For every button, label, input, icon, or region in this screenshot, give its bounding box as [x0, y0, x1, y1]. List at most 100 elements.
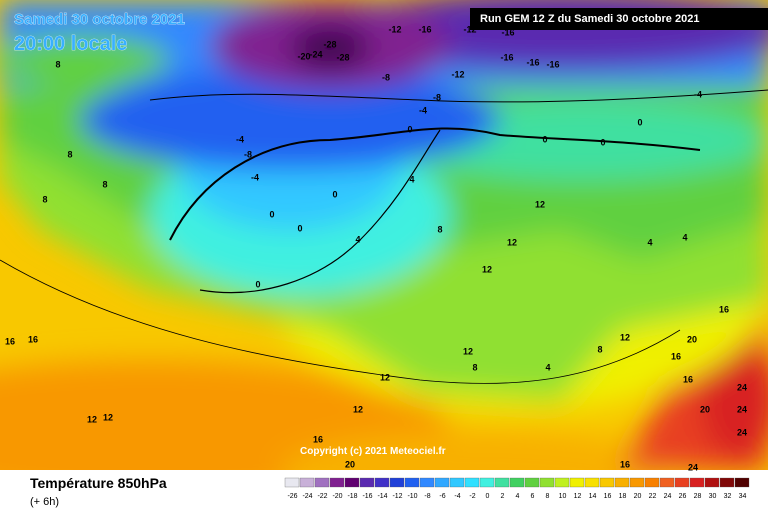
contour-label: 0 [332, 189, 337, 199]
contour-label: 0 [297, 223, 302, 233]
contour-label: 20 [700, 404, 710, 414]
colorbar-swatch [404, 477, 420, 488]
contour-label: 12 [87, 414, 97, 424]
contour-label: 4 [355, 234, 360, 244]
colorbar-swatch [389, 477, 405, 488]
colorbar-swatch [434, 477, 450, 488]
colorbar-swatch [584, 477, 600, 488]
colorbar-label: 2 [501, 493, 505, 500]
run-box [470, 8, 768, 30]
colorbar-label: 4 [516, 493, 520, 500]
lead: (+ 6h) [30, 496, 59, 508]
colorbar-swatch [719, 477, 735, 488]
contour-label: -4 [236, 134, 244, 144]
colorbar-label: 24 [664, 493, 672, 500]
colorbar-label: 18 [619, 493, 627, 500]
colorbar-swatch [449, 477, 465, 488]
contour-label: -8 [244, 149, 252, 159]
colorbar-label: 34 [739, 493, 747, 500]
contour-label: 4 [545, 362, 550, 372]
colorbar-label: -10 [407, 493, 417, 500]
colorbar-swatch [644, 477, 660, 488]
colorbar-label: -18 [347, 493, 357, 500]
contour-label: 16 [683, 374, 693, 384]
contour-label: -16 [546, 59, 559, 69]
contour-label: 4 [409, 174, 414, 184]
contour-label: 0 [542, 134, 547, 144]
colorbar-swatch [374, 477, 390, 488]
run: Run GEM 12 Z du Samedi 30 octobre 2021 [480, 13, 699, 25]
contour-label: 8 [102, 179, 107, 189]
colorbar-swatch [674, 477, 690, 488]
copyright: Copyright (c) 2021 Meteociel.fr [300, 446, 446, 457]
colorbar-label: 0 [486, 493, 490, 500]
contour-label: 16 [313, 434, 323, 444]
colorbar-label: -20 [332, 493, 342, 500]
contour-label: 12 [535, 199, 545, 209]
colorbar-swatch [554, 477, 570, 488]
colorbar-swatch [299, 477, 315, 488]
contour-label: -16 [500, 52, 513, 62]
contour-label: -4 [251, 172, 259, 182]
colorbar-swatch [524, 477, 540, 488]
colorbar-swatch [494, 477, 510, 488]
contour-label: 12 [353, 404, 363, 414]
contour-label: 24 [737, 382, 747, 392]
contour-label: 8 [42, 194, 47, 204]
contour-label: -12 [463, 24, 476, 34]
colorbar-label: 16 [604, 493, 612, 500]
contour-label: -12 [451, 69, 464, 79]
colorbar-swatch [659, 477, 675, 488]
contour-label: -16 [418, 24, 431, 34]
colorbar-swatch [629, 477, 645, 488]
colorbar-swatch [599, 477, 615, 488]
colorbar-swatch [539, 477, 555, 488]
colorbar-swatch [464, 477, 480, 488]
colorbar-swatch [704, 477, 720, 488]
contour-label: 24 [737, 427, 747, 437]
contour-label: -4 [419, 105, 427, 115]
colorbar-swatch [284, 477, 300, 488]
colorbar-swatch [569, 477, 585, 488]
contour-label: 8 [437, 224, 442, 234]
date: Samedi 30 octobre 2021 [14, 11, 185, 28]
contour-label: -8 [433, 92, 441, 102]
contour-label: 12 [380, 372, 390, 382]
contour-label: 12 [620, 332, 630, 342]
contour-label: 16 [28, 334, 38, 344]
contour-label: 12 [507, 237, 517, 247]
contour-label: 8 [67, 149, 72, 159]
contour-label: 0 [407, 124, 412, 134]
colorbar-label: -2 [469, 493, 475, 500]
colorbar-swatch [509, 477, 525, 488]
contour-label: 24 [688, 462, 698, 472]
time: 20:00 locale [14, 33, 127, 55]
colorbar-label: -6 [439, 493, 445, 500]
contour-label: 4 [647, 237, 652, 247]
contour-label: -28 [336, 52, 349, 62]
colorbar-label: -22 [317, 493, 327, 500]
contour-label: 4 [682, 232, 687, 242]
colorbar-label: 28 [694, 493, 702, 500]
contour-label: -16 [526, 57, 539, 67]
colorbar-label: 26 [679, 493, 687, 500]
colorbar-label: 10 [559, 493, 567, 500]
contour-label: 20 [687, 334, 697, 344]
contour-label: 8 [55, 59, 60, 69]
colorbar-label: -12 [392, 493, 402, 500]
colorbar-swatch [614, 477, 630, 488]
colorbar-swatch [689, 477, 705, 488]
contour-label: 12 [103, 412, 113, 422]
colorbar-label: -14 [377, 493, 387, 500]
colorbar-label: 12 [574, 493, 582, 500]
footer-bg [0, 470, 768, 512]
contour-label: 12 [482, 264, 492, 274]
colorbar-label: 8 [546, 493, 550, 500]
contour-label: 20 [345, 459, 355, 469]
colorbar-swatch [344, 477, 360, 488]
colorbar-label: -26 [287, 493, 297, 500]
colorbar-label: 14 [589, 493, 597, 500]
contour-label: -4 [694, 89, 702, 99]
